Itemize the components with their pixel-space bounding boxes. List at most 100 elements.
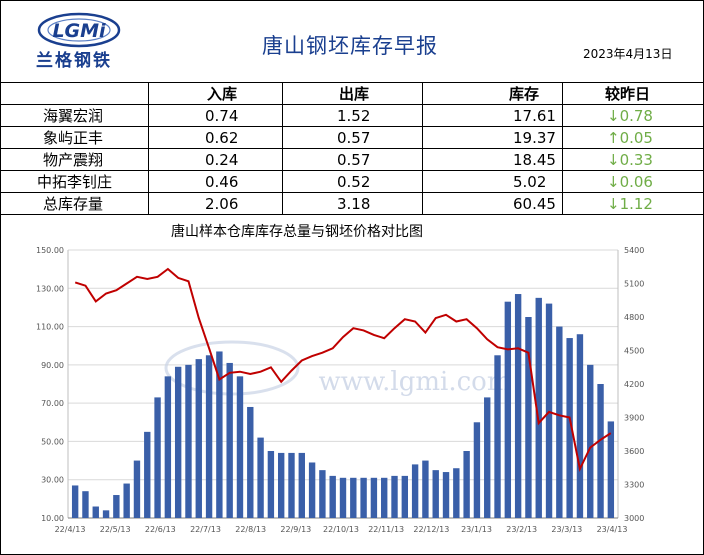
- y-right-tick-label: 4200: [624, 380, 644, 389]
- out-value: 0.52: [282, 170, 423, 193]
- inventory-bar: [133, 460, 141, 518]
- inventory-bar: [123, 483, 130, 518]
- x-tick-label: 22/8/13: [235, 525, 266, 534]
- inventory-bar: [607, 421, 615, 518]
- inventory-bar: [339, 477, 347, 518]
- inventory-bar: [308, 462, 316, 518]
- inventory-bar: [535, 297, 542, 518]
- inventory-bar: [545, 303, 553, 518]
- out-value: 0.57: [282, 148, 423, 171]
- inventory-bar: [360, 477, 367, 518]
- inventory-bar: [473, 422, 481, 518]
- inventory-bar: [432, 470, 439, 518]
- y-right-tick-label: 5400: [624, 246, 644, 255]
- warehouse-name: 物产震翔: [0, 148, 149, 171]
- inventory-bar: [102, 510, 110, 518]
- inventory-bar: [329, 475, 336, 518]
- table-header-row: 入库 出库 库存 较昨日: [0, 82, 704, 105]
- y-right-tick-label: 3600: [624, 447, 644, 456]
- x-tick-label: 22/9/13: [280, 525, 311, 534]
- warehouse-name: 中拓李钊庄: [0, 170, 149, 193]
- x-tick-label: 23/2/13: [506, 525, 537, 534]
- inventory-bar: [350, 477, 357, 518]
- inventory-bar: [525, 317, 532, 518]
- header-in: 入库: [148, 82, 283, 105]
- inventory-bar: [298, 452, 305, 518]
- x-tick-label: 23/4/13: [597, 525, 628, 534]
- stock-value: 17.61: [422, 104, 563, 127]
- y-left-tick-label: 10.00: [41, 514, 64, 523]
- report-title: 唐山钢坯库存早报: [262, 34, 438, 58]
- inventory-bar: [164, 376, 172, 518]
- out-value: 1.52: [282, 104, 423, 127]
- inventory-bar: [154, 397, 161, 518]
- inventory-bar: [514, 294, 522, 518]
- stock-value: 18.45: [422, 148, 563, 171]
- in-value: 0.74: [148, 104, 283, 127]
- inventory-bar: [277, 452, 285, 518]
- x-tick-label: 22/5/13: [100, 525, 131, 534]
- inventory-bar: [226, 362, 233, 518]
- in-value: 0.46: [148, 170, 283, 193]
- price-line: [74, 267, 612, 473]
- inventory-bar: [247, 406, 254, 518]
- y-right-tick-label: 3300: [624, 481, 644, 490]
- inventory-price-chart: 唐山样本仓库库存总量与钢坯价格对比图 10.00 30.00 50.00 70.00 90…: [36, 223, 644, 534]
- x-tick-label: 23/1/13: [461, 525, 492, 534]
- change-value: ↓1.12: [562, 192, 704, 215]
- x-tick-label: 22/7/13: [190, 525, 221, 534]
- inventory-bar: [216, 351, 223, 518]
- report-date: 2023年4月13日: [583, 47, 673, 61]
- in-value: 0.24: [148, 148, 283, 171]
- report-header: LGMi 兰格钢铁 唐山钢坯库存早报 2023年4月13日: [0, 0, 704, 83]
- inventory-bar: [195, 359, 202, 518]
- x-tick-label: 22/12/13: [413, 525, 449, 534]
- inventory-bar: [267, 451, 275, 518]
- inventory-bar: [494, 355, 501, 518]
- out-value: 3.18: [282, 192, 423, 215]
- warehouse-name: 总库存量: [0, 192, 149, 215]
- inventory-bar: [113, 495, 120, 518]
- y-left-tick-label: 110.00: [36, 323, 64, 332]
- inventory-bar: [597, 384, 604, 518]
- change-value: ↓0.33: [562, 148, 704, 171]
- x-tick-label: 22/11/13: [368, 525, 404, 534]
- inventory-bar: [401, 475, 409, 518]
- table-row: 海翼宏润 0.74 1.52 17.61 ↓0.78: [0, 104, 704, 127]
- header-blank: [0, 82, 149, 105]
- y-right-tick-label: 3000: [624, 514, 644, 523]
- warehouse-name: 象屿正丰: [0, 126, 149, 149]
- y-right-tick-label: 3900: [624, 414, 644, 423]
- inventory-bar: [185, 364, 192, 518]
- inventory-bar: [205, 355, 213, 518]
- inventory-bar: [411, 464, 419, 518]
- inventory-bar: [504, 301, 512, 518]
- inventory-bar: [370, 477, 378, 518]
- table-row: 物产震翔 0.24 0.57 18.45 ↓0.33: [0, 148, 704, 171]
- y-left-tick-label: 150.00: [36, 246, 64, 255]
- header-out: 出库: [282, 82, 423, 105]
- stock-value: 19.37: [422, 126, 563, 149]
- y-left-tick-label: 50.00: [41, 437, 64, 446]
- inventory-bar: [391, 475, 398, 518]
- inventory-bar: [144, 431, 151, 518]
- stock-value: 60.45: [422, 192, 563, 215]
- y-right-tick-label: 5100: [624, 280, 644, 289]
- x-tick-label: 22/6/13: [145, 525, 176, 534]
- x-tick-label: 22/10/13: [323, 525, 359, 534]
- table-row: 总库存量 2.06 3.18 60.45 ↓1.12: [0, 192, 704, 215]
- y-left-tick-label: 30.00: [41, 476, 64, 485]
- header-stock: 库存: [422, 82, 563, 105]
- inventory-bar: [71, 485, 79, 518]
- out-value: 0.57: [282, 126, 423, 149]
- y-left-tick-label: 130.00: [36, 284, 64, 293]
- y-right-tick-label: 4800: [624, 313, 644, 322]
- inventory-bar: [174, 366, 182, 518]
- table-row: 中拓李钊庄 0.46 0.52 5.02 ↓0.06: [0, 170, 704, 193]
- inventory-bar: [381, 477, 388, 518]
- inventory-bar: [92, 506, 99, 518]
- stock-value: 5.02: [422, 170, 563, 193]
- table-row: 象屿正丰 0.62 0.57 19.37 ↑0.05: [0, 126, 704, 149]
- y-right-tick-label: 4500: [624, 347, 644, 356]
- chart-title: 唐山样本仓库库存总量与钢坯价格对比图: [171, 223, 423, 240]
